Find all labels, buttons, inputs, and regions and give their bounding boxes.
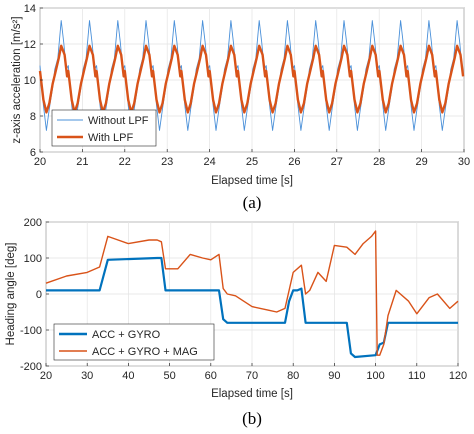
chart-a-ytick-label: 6 <box>30 147 36 159</box>
chart-a-ytick-label: 10 <box>24 75 36 87</box>
chart-b-xtick-label: 120 <box>449 370 467 382</box>
chart-a-series-2-line <box>38 44 465 114</box>
chart-a-xtick-label: 23 <box>161 156 173 168</box>
legend-label-acc-gyro-mag: ACC + GYRO + MAG <box>92 346 198 358</box>
chart-b-ytick-label: 0 <box>36 289 42 301</box>
chart-a-xtick-label: 27 <box>331 156 343 168</box>
chart-a-ylabel: z-axis acceleration [m/s²] <box>11 16 23 143</box>
chart-b-xlabel: Elapsed time [s] <box>211 388 293 400</box>
chart-b-xtick-label: 80 <box>287 370 299 382</box>
chart-b-ytick-label: -200 <box>20 361 42 373</box>
chart-a-caption: (a) <box>243 193 262 212</box>
legend-label-without-lpf: Without LPF <box>88 115 149 127</box>
chart-a-ytick-label: 8 <box>30 111 36 123</box>
legend-label-acc-gyro: ACC + GYRO <box>92 329 161 341</box>
chart-b-xtick-label: 90 <box>328 370 340 382</box>
chart-a-xtick-label: 28 <box>373 156 385 168</box>
chart-a-xlabel: Elapsed time [s] <box>211 175 293 187</box>
chart-b-xtick-label: 20 <box>40 370 52 382</box>
chart-a-xtick-label: 26 <box>288 156 300 168</box>
chart-a-xtick-label: 21 <box>76 156 88 168</box>
chart-a-ytick-label: 14 <box>24 3 36 15</box>
chart-a-xtick-label: 22 <box>119 156 131 168</box>
chart-b-ylabel: Heading angle [deg] <box>5 243 17 346</box>
chart-b-xtick-label: 50 <box>163 370 175 382</box>
chart-b-series-2-line <box>45 230 459 356</box>
chart-b-xtick-label: 110 <box>408 370 426 382</box>
chart-b-ytick-label: 100 <box>24 253 42 265</box>
chart-b-xtick-label: 60 <box>205 370 217 382</box>
chart-b-xtick-label: 40 <box>122 370 134 382</box>
chart-a-ytick-label: 12 <box>24 39 36 51</box>
legend-label-with-lpf: With LPF <box>88 132 134 144</box>
chart-b-ytick-label: -100 <box>20 325 42 337</box>
chart-a-xtick-label: 29 <box>415 156 427 168</box>
chart-b-xtick-label: 30 <box>81 370 93 382</box>
chart-b-ytick-label: 200 <box>24 217 42 229</box>
chart-b-xtick-label: 100 <box>366 370 384 382</box>
chart-b-series-1-line <box>46 256 458 359</box>
chart-a-legend: Without LPF With LPF <box>51 109 157 147</box>
chart-a: 20 21 22 23 24 25 26 27 28 29 30 6 8 10 12 14 Without L… <box>11 3 470 212</box>
chart-a-xtick-label: 24 <box>203 156 215 168</box>
chart-b-xtick-label: 70 <box>246 370 258 382</box>
chart-b-legend: ACC + GYRO ACC + GYRO + MAG <box>53 323 215 361</box>
chart-b-caption: (b) <box>242 409 262 428</box>
chart-a-xtick-label: 25 <box>246 156 258 168</box>
chart-b: 20 30 40 50 60 70 80 90 100 110 120 -200 -100 0 100 200… <box>5 217 467 428</box>
chart-a-xtick-label: 30 <box>458 156 470 168</box>
chart-a-xtick-label: 20 <box>34 156 46 168</box>
